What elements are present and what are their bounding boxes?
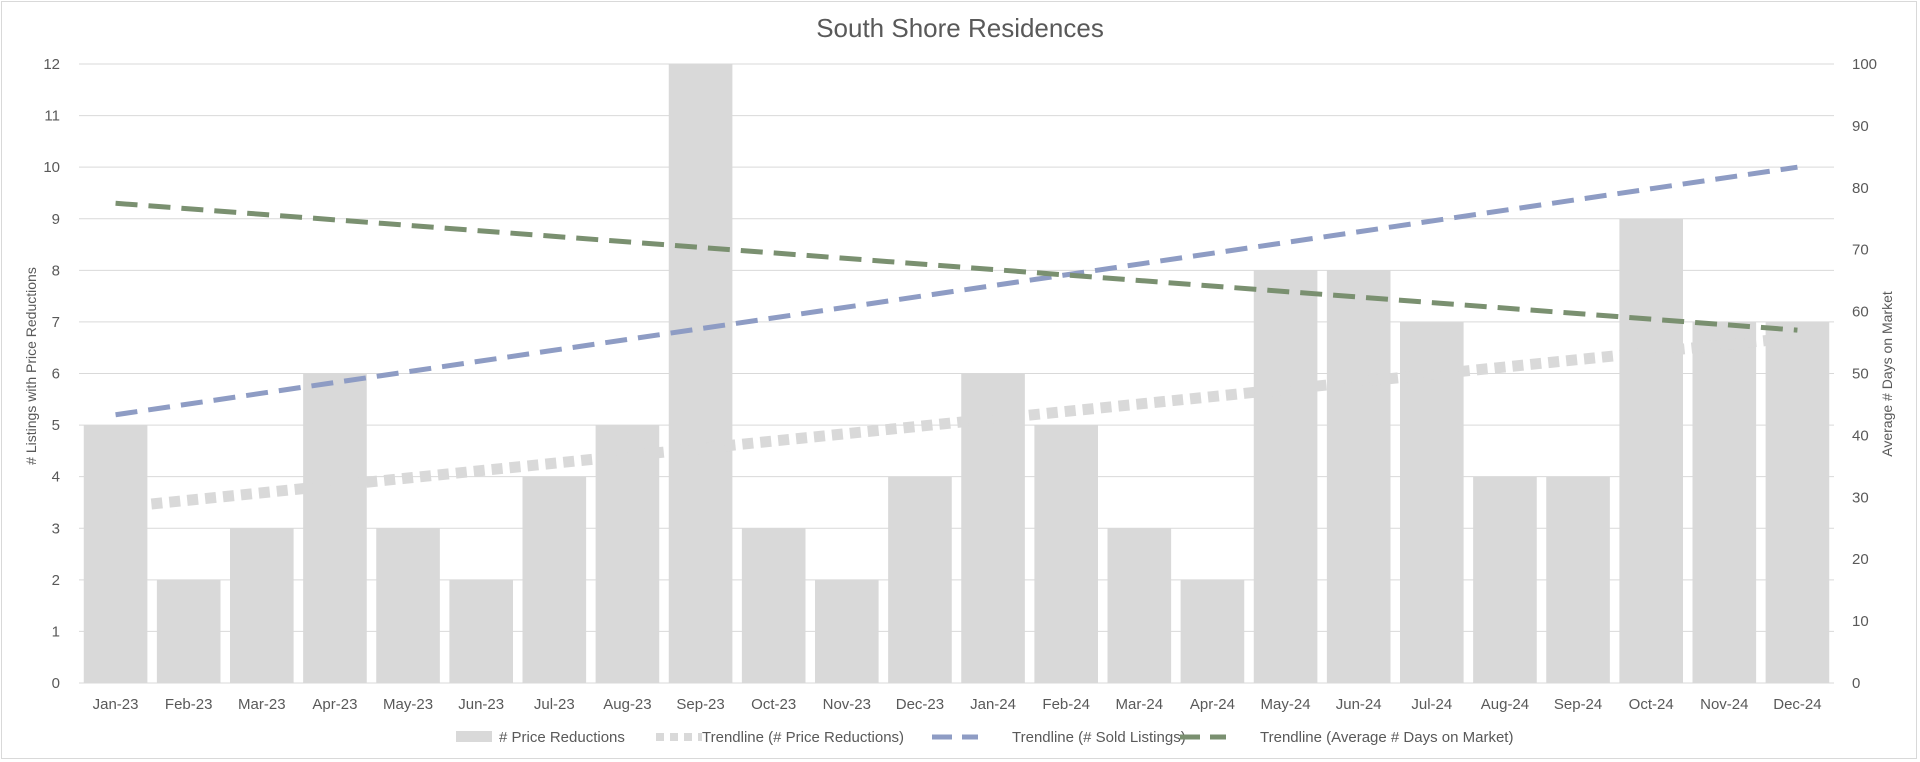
y2-tick-label: 30 — [1852, 489, 1869, 506]
bar — [1400, 321, 1464, 683]
trendline-series — [115, 164, 1798, 514]
x-tick-label: Jul-23 — [534, 696, 575, 713]
bar — [1326, 270, 1391, 683]
bar — [741, 528, 806, 683]
x-tick-label: Nov-23 — [823, 696, 871, 713]
y2-tick-label: 100 — [1852, 56, 1877, 73]
x-tick-label: Aug-23 — [603, 696, 651, 713]
bar — [595, 425, 660, 683]
y-tick-label: 1 — [52, 623, 60, 640]
chart-title: South Shore Residences — [816, 13, 1104, 43]
y2-tick-label: 50 — [1852, 366, 1869, 383]
bar — [1765, 321, 1830, 683]
legend-label: Trendline (# Price Reductions) — [702, 729, 904, 746]
bar — [156, 579, 221, 683]
bar — [815, 579, 879, 683]
y2-tick-label: 0 — [1852, 675, 1860, 692]
x-tick-label: Jan-23 — [93, 696, 139, 713]
bar — [1546, 476, 1610, 683]
y2-tick-label: 20 — [1852, 551, 1869, 568]
bar — [1692, 321, 1757, 683]
bar — [522, 476, 587, 683]
chart-legend: # Price Reductions Trendline (# Price Red… — [456, 729, 1513, 746]
x-tick-label: Dec-24 — [1773, 696, 1821, 713]
y-tick-label: 6 — [52, 366, 60, 383]
x-tick-label: May-23 — [383, 696, 433, 713]
bar-series — [83, 64, 1830, 683]
y-tick-label: 10 — [43, 159, 60, 176]
y-tick-label: 11 — [44, 108, 60, 125]
bar — [1473, 476, 1537, 683]
y-tick-label: 0 — [52, 675, 60, 692]
y2-tick-label: 80 — [1852, 180, 1869, 197]
x-tick-label: Oct-23 — [751, 696, 796, 713]
y-tick-label: 12 — [43, 56, 60, 73]
y-tick-label: 4 — [52, 469, 60, 486]
x-tick-label: Jan-24 — [970, 696, 1016, 713]
bar — [888, 476, 952, 683]
x-tick-label: Mar-23 — [238, 696, 286, 713]
bar — [1180, 579, 1245, 683]
x-tick-label: Jul-24 — [1411, 696, 1452, 713]
right-axis-title: Average # Days on Market — [1879, 291, 1895, 457]
trendline — [115, 331, 1798, 514]
x-tick-label: Feb-23 — [165, 696, 213, 713]
legend-swatch — [456, 731, 492, 742]
bar — [376, 528, 440, 683]
x-tick-label: Jun-24 — [1336, 696, 1382, 713]
x-tick-label: Sep-23 — [676, 696, 724, 713]
x-axis-ticks: Jan-23 Feb-23 Mar-23 Apr-23 May-23 Jun-23 Jul-… — [93, 696, 1822, 713]
y-tick-label: 5 — [52, 417, 60, 434]
x-tick-label: Sep-24 — [1554, 696, 1602, 713]
x-tick-label: Jun-23 — [458, 696, 504, 713]
y-tick-label: 7 — [52, 314, 60, 331]
x-tick-label: Apr-23 — [312, 696, 357, 713]
x-tick-label: May-24 — [1261, 696, 1311, 713]
bar — [1107, 528, 1172, 683]
x-tick-label: Mar-24 — [1116, 696, 1164, 713]
gridlines — [79, 63, 1834, 684]
trendline — [115, 200, 1798, 333]
trendline — [115, 164, 1798, 418]
legend-label: Trendline (# Sold Listings) — [1012, 729, 1186, 746]
y-tick-label: 9 — [52, 211, 60, 228]
bar — [230, 528, 294, 683]
y2-tick-label: 90 — [1852, 118, 1869, 135]
bar — [1253, 270, 1318, 683]
bar — [303, 373, 367, 683]
right-axis-ticks: 0 10 20 30 40 50 60 70 80 90 100 — [1852, 56, 1877, 692]
left-axis-title: # Listings with Price Reductions — [23, 267, 39, 465]
x-tick-label: Nov-24 — [1700, 696, 1748, 713]
bar — [1619, 218, 1683, 683]
y2-tick-label: 60 — [1852, 304, 1869, 321]
x-tick-label: Feb-24 — [1042, 696, 1090, 713]
bar — [449, 579, 513, 683]
x-tick-label: Aug-24 — [1481, 696, 1529, 713]
bar — [1034, 425, 1098, 683]
x-tick-label: Apr-24 — [1190, 696, 1235, 713]
legend-label: Trendline (Average # Days on Market) — [1260, 729, 1513, 746]
legend-label: # Price Reductions — [499, 729, 625, 746]
y2-tick-label: 10 — [1852, 613, 1869, 630]
x-tick-label: Dec-23 — [896, 696, 944, 713]
x-tick-label: Oct-24 — [1629, 696, 1674, 713]
y-tick-label: 8 — [52, 262, 60, 279]
y-tick-label: 2 — [52, 572, 60, 589]
bar — [668, 64, 733, 683]
bar — [83, 425, 148, 683]
y2-tick-label: 40 — [1852, 427, 1869, 444]
bar — [961, 373, 1025, 683]
y2-tick-label: 70 — [1852, 242, 1869, 259]
y-tick-label: 3 — [52, 520, 60, 537]
